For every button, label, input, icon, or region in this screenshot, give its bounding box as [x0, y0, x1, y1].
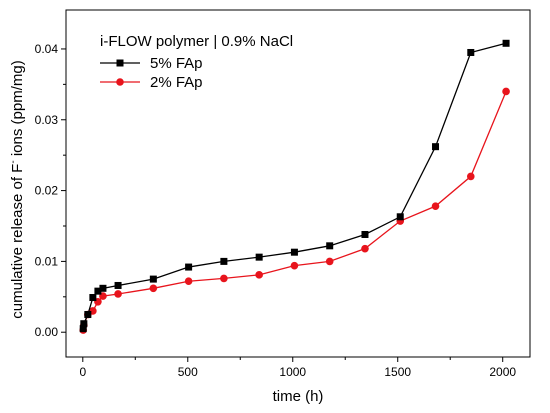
x-axis-label: time (h) [273, 388, 324, 405]
y-axis-label-superscript: - [8, 160, 19, 163]
legend-label: 5% FAp [150, 55, 203, 72]
data-point [220, 274, 228, 283]
y-axis-label-tail: ions (ppm/mg) [9, 60, 26, 160]
data-point [80, 320, 88, 328]
legend-marker [116, 78, 124, 86]
data-point [149, 275, 157, 283]
data-point [99, 284, 107, 292]
x-axis: 0 500 1000 1500 2000 [79, 357, 516, 379]
y-axis: 0.00 0.01 0.02 0.03 0.04 [35, 42, 66, 339]
y-tick-label: 0.01 [35, 254, 59, 268]
data-point [220, 257, 228, 265]
data-point [325, 257, 334, 266]
data-point [114, 290, 122, 298]
x-tick-label: 1500 [384, 365, 411, 379]
data-point [255, 271, 263, 279]
y-tick-label: 0.04 [35, 42, 59, 56]
y-tick-label: 0.02 [35, 184, 59, 198]
x-tick-label: 0 [79, 365, 86, 379]
x-tick-label: 2000 [489, 365, 516, 379]
data-point [290, 261, 299, 270]
data-point [396, 213, 404, 221]
data-point [185, 263, 193, 271]
plot-frame [65, 9, 531, 358]
data-point [466, 172, 475, 181]
data-point [502, 39, 510, 47]
legend: 5% FAp 2% FAp [100, 55, 203, 91]
data-point [361, 244, 369, 253]
data-point [432, 143, 440, 151]
data-point [94, 287, 102, 295]
data-point [184, 277, 193, 286]
data-point [361, 230, 369, 238]
chart-annotation: i-FLOW polymer | 0.9% NaCl [100, 33, 293, 50]
data-point [326, 242, 334, 250]
data-point [467, 48, 475, 56]
data-point [79, 325, 87, 333]
data-point [114, 281, 122, 289]
series-line [82, 42, 507, 329]
legend-marker [116, 59, 124, 67]
x-tick-label: 500 [178, 365, 198, 379]
x-tick-label: 1000 [279, 365, 306, 379]
data-point [89, 294, 97, 302]
series-layer [79, 39, 510, 334]
legend-label: 2% FAp [150, 74, 203, 91]
data-point [149, 284, 158, 293]
data-point [502, 87, 510, 96]
data-point [290, 248, 298, 256]
data-point [431, 202, 440, 210]
y-tick-label: 0.03 [35, 113, 59, 127]
y-axis-label-main: cumulative release of F [9, 164, 26, 319]
data-point [255, 253, 263, 261]
data-point [84, 311, 92, 319]
y-axis-label: cumulative release of F- ions (ppm/mg) [8, 60, 26, 318]
y-tick-label: 0.00 [35, 325, 59, 339]
